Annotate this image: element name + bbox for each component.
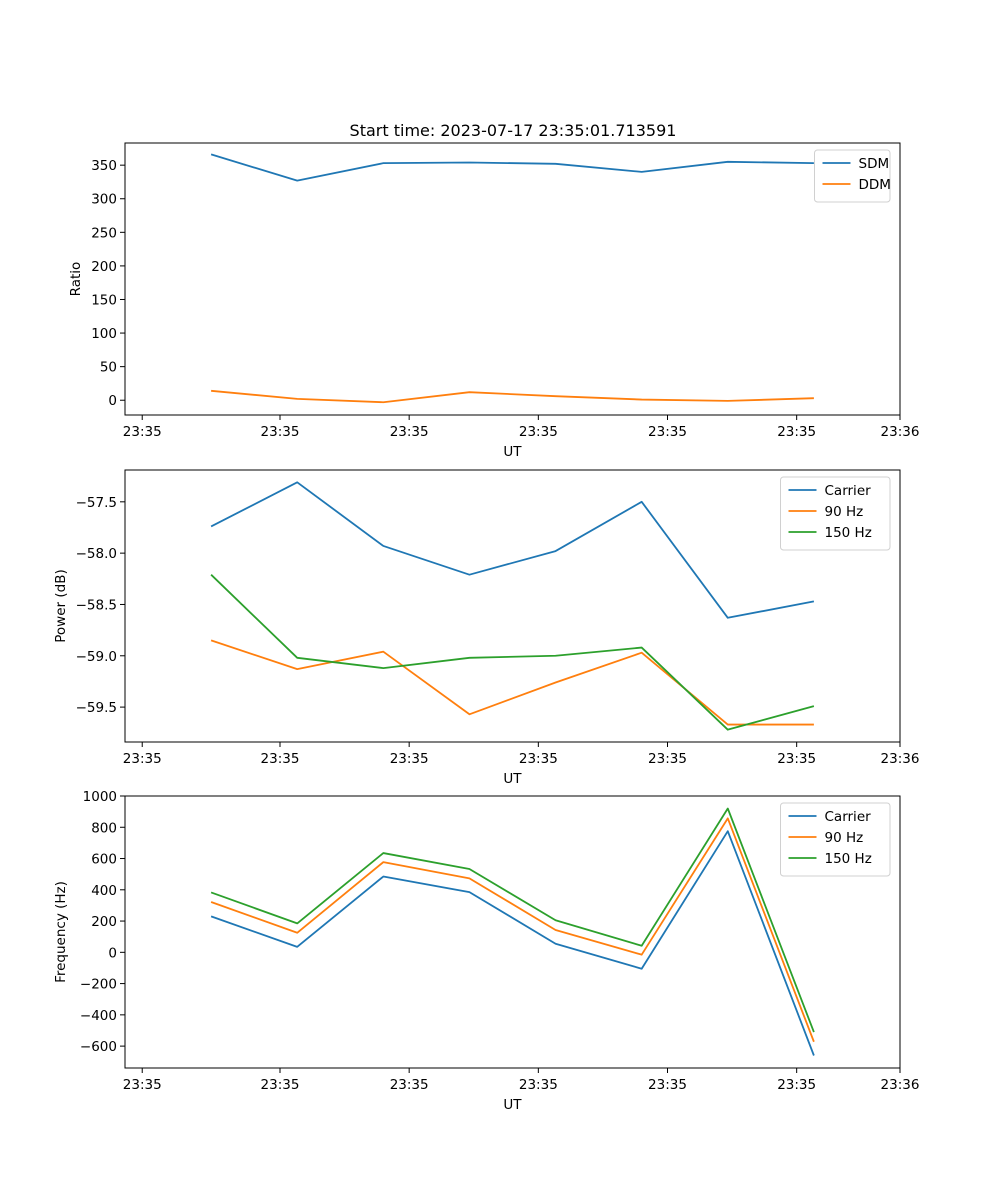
- legend-2: Carrier 90 Hz 150 Hz: [780, 476, 891, 551]
- legend-label-90-hz: 90 Hz: [825, 504, 864, 520]
- legend-label-ddm: DDM: [859, 177, 891, 193]
- legend-label-carrier: Carrier: [825, 809, 872, 825]
- x-tick-label: 23:35: [519, 424, 558, 440]
- y-tick-label: 300: [91, 192, 117, 208]
- y-tick-label: −200: [80, 977, 117, 993]
- x-tick-label: 23:35: [648, 424, 687, 440]
- series-line-90-hz-panel-2: [210, 639, 814, 726]
- x-tick-label: 23:35: [519, 1077, 558, 1093]
- y-tick-label: 150: [91, 292, 117, 308]
- chart-panel-3: 23:35 23:35 23:35 23:35 23:35 23:35 23:36 −600 −…: [53, 789, 919, 1113]
- x-tick-label: 23:35: [123, 424, 162, 440]
- y-axis-label: Power (dB): [53, 569, 69, 642]
- series-line-150-hz-panel-2: [210, 574, 815, 731]
- x-axis-label: UT: [503, 444, 522, 460]
- y-tick-label: 200: [91, 914, 117, 930]
- legend-1: SDM DDM: [814, 149, 891, 203]
- legend-label-carrier: Carrier: [825, 483, 872, 499]
- plot-area-frame-3: [124, 795, 901, 1069]
- chart-title: Start time: 2023-07-17 23:35:01.713591: [350, 121, 677, 140]
- x-tick-label: 23:35: [519, 751, 558, 767]
- legend-label-150-hz: 150 Hz: [825, 851, 872, 867]
- chart-panel-1: 23:35 23:35 23:35 23:35 23:35 23:35 23:36 0 50 10…: [68, 142, 920, 460]
- chart-panel-2: 23:35 23:35 23:35 23:35 23:35 23:35 23:36 −59.5…: [53, 469, 920, 787]
- x-tick-label: 23:35: [123, 751, 162, 767]
- y-tick-label: 800: [91, 820, 117, 836]
- y-tick-label: 0: [108, 393, 117, 409]
- y-axis-label: Frequency (Hz): [53, 881, 69, 983]
- plot-area-frame-2: [124, 469, 901, 743]
- y-tick-label: 250: [91, 225, 117, 241]
- x-tick-label: 23:36: [881, 751, 920, 767]
- x-tick-label: 23:35: [777, 424, 816, 440]
- x-tick-label: 23:35: [390, 424, 429, 440]
- x-tick-label: 23:35: [390, 1077, 429, 1093]
- x-tick-label: 23:35: [261, 751, 300, 767]
- y-tick-label: 350: [91, 158, 117, 174]
- x-tick-label: 23:35: [777, 1077, 816, 1093]
- series-line-ddm-panel-1: [211, 389, 814, 404]
- y-tick-label: 50: [100, 360, 117, 376]
- plot-area-frame-1: [124, 142, 901, 416]
- legend-label-150-hz: 150 Hz: [825, 525, 872, 541]
- series-line-90-hz-panel-3: [210, 817, 815, 1043]
- x-axis-label: UT: [503, 1097, 522, 1113]
- y-axis-label: Ratio: [68, 262, 84, 297]
- x-tick-label: 23:36: [881, 424, 920, 440]
- x-tick-label: 23:35: [648, 1077, 687, 1093]
- series-line-carrier-panel-3: [210, 830, 815, 1056]
- y-tick-label: −400: [80, 1008, 117, 1024]
- series-line-carrier-panel-2: [210, 481, 815, 619]
- legend-3: Carrier 90 Hz 150 Hz: [780, 802, 891, 877]
- y-tick-label: −58.5: [76, 597, 117, 613]
- y-tick-label: −59.5: [76, 700, 117, 716]
- x-tick-label: 23:35: [261, 1077, 300, 1093]
- y-tick-label: 0: [108, 945, 117, 961]
- series-line-150-hz-panel-3: [210, 807, 815, 1033]
- y-tick-label: 100: [91, 326, 117, 342]
- y-tick-label: −57.5: [76, 495, 117, 511]
- x-tick-label: 23:35: [777, 751, 816, 767]
- x-tick-label: 23:35: [261, 424, 300, 440]
- y-tick-label: 400: [91, 883, 117, 899]
- y-tick-label: 200: [91, 259, 117, 275]
- legend-label-90-hz: 90 Hz: [825, 830, 864, 846]
- y-tick-label: 600: [91, 852, 117, 868]
- y-tick-label: −58.0: [76, 546, 117, 562]
- x-tick-label: 23:35: [123, 1077, 162, 1093]
- y-tick-label: −600: [80, 1039, 117, 1055]
- series-line-sdm-panel-1: [210, 153, 814, 182]
- y-tick-label: 1000: [83, 789, 117, 805]
- x-tick-label: 23:35: [648, 751, 687, 767]
- x-tick-label: 23:35: [390, 751, 429, 767]
- y-tick-label: −59.0: [76, 649, 117, 665]
- x-tick-label: 23:36: [881, 1077, 920, 1093]
- x-axis-label: UT: [503, 771, 522, 787]
- legend-label-sdm: SDM: [859, 156, 890, 172]
